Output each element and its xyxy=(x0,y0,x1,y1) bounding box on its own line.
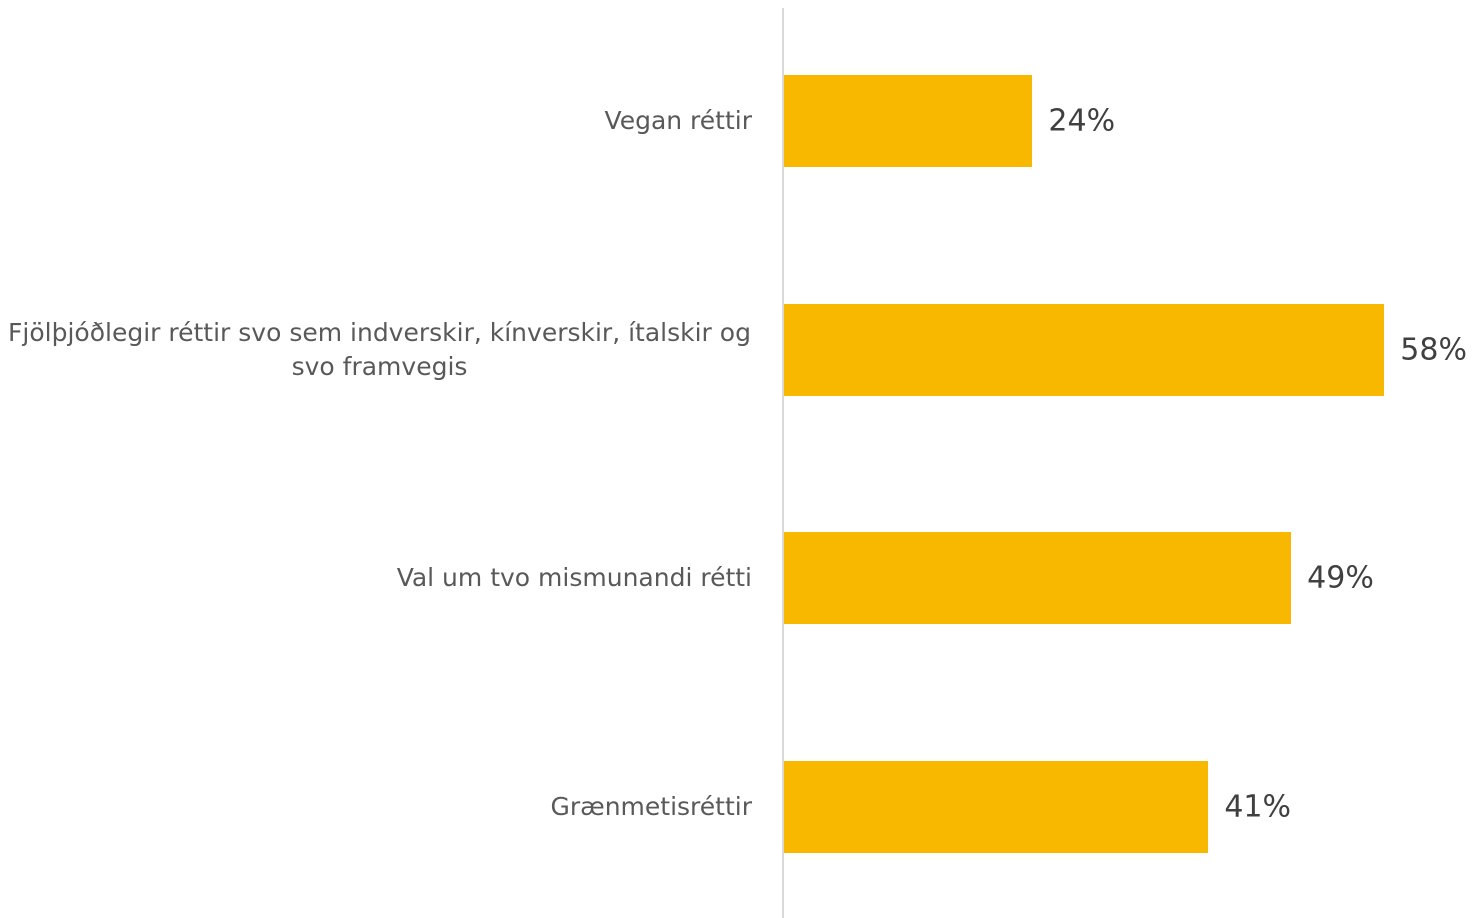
category-label: Fjölþjóðlegir réttir svo sem indverskir,… xyxy=(8,317,751,381)
category-label: Vegan réttir xyxy=(604,106,752,135)
category-label: Val um tvo mismunandi rétti xyxy=(396,563,752,593)
bar xyxy=(784,532,1292,625)
data-label: 58% xyxy=(1400,332,1467,368)
category-axis xyxy=(782,8,784,918)
bar xyxy=(784,760,1209,853)
category-label: Grænmetisréttir xyxy=(550,791,753,821)
bar xyxy=(784,303,1385,396)
data-label: 49% xyxy=(1307,560,1374,596)
data-label: 24% xyxy=(1048,103,1116,139)
data-label: 41% xyxy=(1224,789,1292,825)
bar xyxy=(784,75,1033,167)
